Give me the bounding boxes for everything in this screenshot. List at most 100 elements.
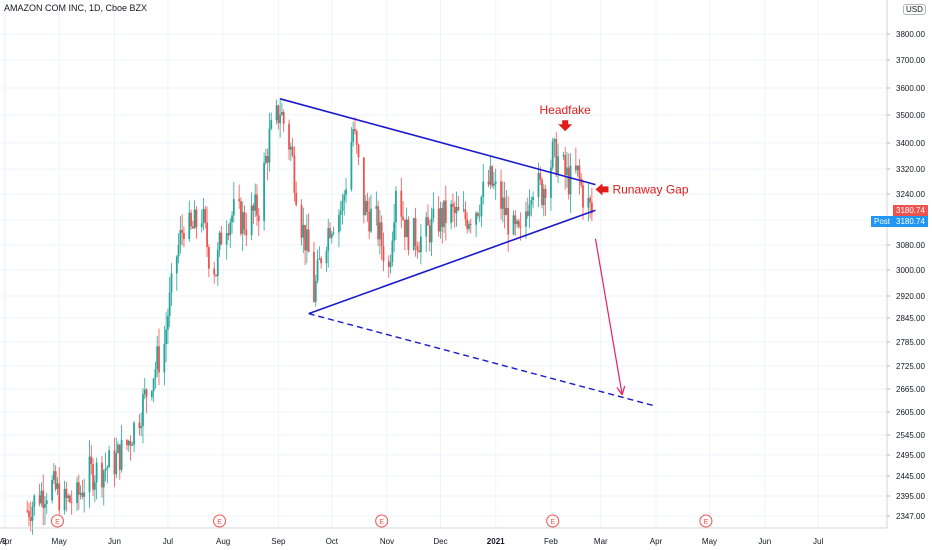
candle	[480, 195, 483, 227]
candle	[154, 361, 157, 389]
candle	[195, 206, 198, 239]
candle	[366, 192, 369, 222]
candle	[389, 254, 392, 274]
lower-trendline	[308, 209, 596, 315]
y-tick-label: 2495.00	[896, 451, 925, 460]
x-tick-label: Sep	[271, 537, 286, 546]
candle	[412, 217, 415, 251]
candle	[40, 482, 43, 507]
candle	[557, 143, 559, 183]
candle	[252, 203, 255, 224]
candle	[516, 219, 518, 228]
candle	[291, 137, 294, 158]
x-tick-label: Apr	[650, 537, 663, 546]
candle	[468, 220, 470, 232]
candle	[76, 476, 78, 511]
post-price-label: 3180.74	[893, 216, 928, 227]
candle	[402, 201, 404, 222]
candle	[514, 210, 517, 236]
candle	[257, 208, 260, 236]
candle	[542, 183, 545, 217]
candle	[537, 162, 540, 208]
candle	[288, 119, 290, 160]
candle	[254, 183, 257, 218]
y-tick-label: 2545.00	[896, 431, 925, 440]
candle	[70, 490, 73, 515]
candle	[158, 328, 160, 385]
candle	[316, 249, 319, 284]
candle	[231, 211, 233, 234]
candle	[567, 153, 570, 200]
candle	[375, 191, 378, 226]
candle	[191, 220, 194, 229]
x-tick-label: 3	[2, 537, 7, 546]
last-price-label: 3180.74	[893, 205, 928, 216]
x-tick-label: Aug	[216, 537, 230, 546]
candle	[475, 211, 478, 238]
candle	[314, 274, 317, 307]
candle	[462, 191, 465, 213]
y-tick-label: 2725.00	[896, 362, 925, 371]
candle	[476, 211, 479, 219]
runaway-gap-label: Runaway Gap	[612, 182, 688, 196]
candle	[145, 388, 148, 414]
candle	[81, 479, 84, 500]
candle	[357, 143, 360, 166]
candle	[229, 218, 232, 249]
y-tick-label: 2785.00	[896, 338, 925, 347]
candle	[453, 201, 456, 228]
y-tick-label: 2395.00	[896, 492, 925, 501]
candle	[101, 456, 103, 498]
candle	[106, 464, 109, 484]
candle	[320, 256, 323, 269]
y-tick-label: 2920.00	[896, 292, 925, 301]
y-tick-label: 3080.00	[896, 241, 925, 250]
x-tick-label: 2021	[487, 537, 505, 546]
y-tick-label: 2845.00	[896, 314, 925, 323]
candle	[466, 212, 469, 234]
candle	[51, 475, 54, 504]
x-tick-label: Mar	[594, 537, 608, 546]
candle	[183, 226, 185, 248]
candle	[318, 246, 321, 260]
x-tick-label: Jul	[163, 537, 173, 546]
candle	[416, 241, 419, 259]
earnings-marker-label: E	[704, 519, 709, 526]
candle	[391, 231, 394, 267]
candle	[264, 148, 267, 165]
candle	[295, 181, 298, 207]
y-tick-label: 3800.00	[896, 30, 925, 39]
candle	[576, 165, 579, 177]
candle	[77, 474, 80, 510]
candle	[403, 219, 406, 251]
earnings-marker-label: E	[550, 519, 555, 526]
earnings-marker-label: E	[217, 519, 222, 526]
currency-badge[interactable]: USD	[903, 4, 926, 15]
candle	[407, 216, 410, 256]
candle	[225, 220, 228, 260]
post-label: Post	[871, 216, 894, 227]
y-tick-label: 2347.00	[896, 512, 925, 521]
candle	[507, 196, 510, 252]
candle	[241, 201, 244, 251]
x-tick-label: May	[702, 537, 717, 546]
candle	[587, 183, 590, 222]
candle	[393, 204, 396, 252]
candle	[452, 193, 454, 222]
candle	[450, 199, 453, 230]
candle	[138, 414, 141, 436]
candle	[45, 492, 48, 514]
candle	[380, 215, 383, 260]
candle	[289, 142, 292, 162]
candle	[418, 241, 420, 253]
candle	[530, 196, 533, 217]
earnings-marker-label: E	[55, 519, 60, 526]
candle	[503, 181, 506, 229]
candle	[118, 444, 121, 480]
y-axis: 3800.00 3700.00 3600.00 3500.00 3400.00 3320.…	[886, 0, 925, 528]
candle	[441, 202, 444, 244]
candle	[414, 207, 417, 257]
candle	[387, 255, 390, 278]
candle	[444, 185, 447, 241]
